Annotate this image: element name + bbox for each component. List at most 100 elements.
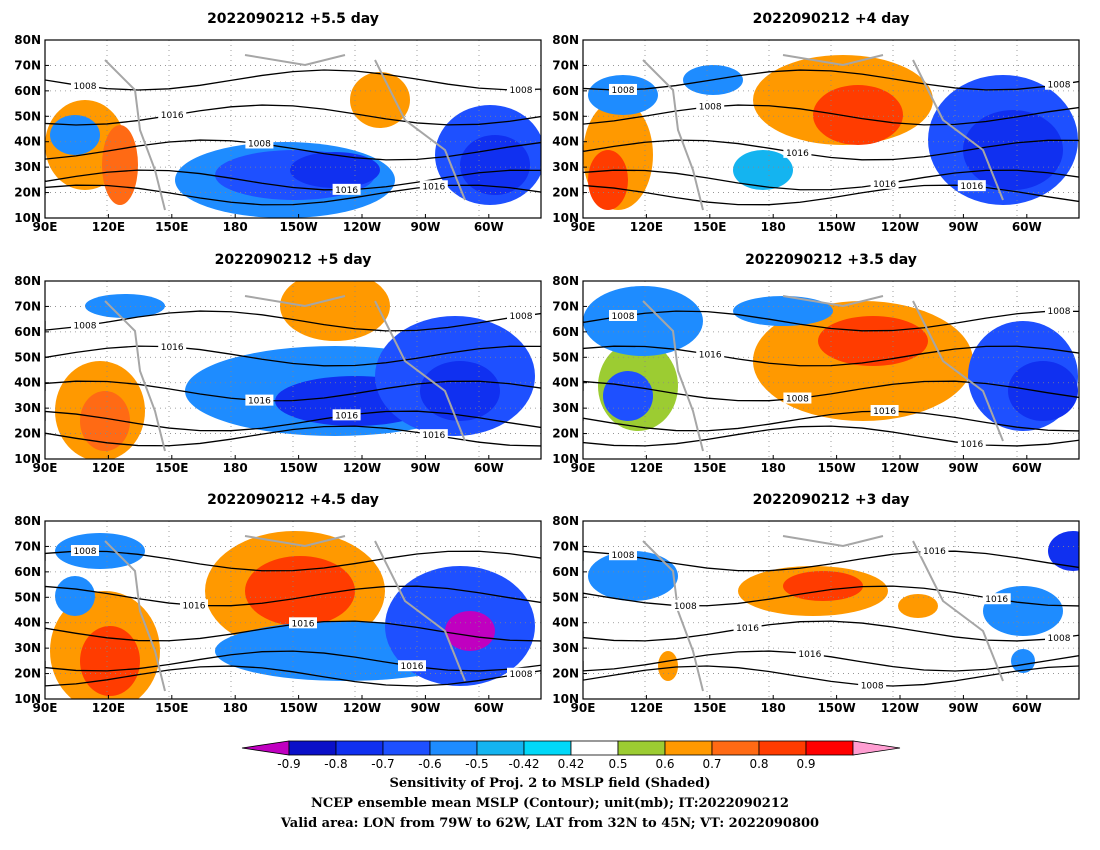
isobar-label-bg [507,83,535,95]
lon-tick-label: 90E [33,461,58,475]
isobar-label: 1016 [960,440,983,450]
isobar-label: 1008 [1048,634,1071,644]
lat-tick-label: 70N [552,539,579,553]
lat-tick-label: 70N [552,58,579,72]
lat-tick-label: 10N [552,692,579,706]
lon-tick-label: 120E [630,220,663,234]
colorbar-segment [664,740,713,756]
isobar-label: 1016 [786,149,809,159]
isobar-label-bg [858,679,887,691]
isobar-label-bg [609,83,637,95]
lat-tick-label: 20N [14,427,41,441]
lat-tick-label: 10N [14,692,41,706]
isobar-line [583,620,1079,642]
lat-tick-label: 80N [552,274,579,288]
lon-tick-label: 120W [881,461,919,475]
lon-tick-label: 150W [279,461,317,475]
isobar-label-bg [245,394,274,406]
panel-frame [44,520,542,700]
isobar-line [45,169,541,191]
isobar-label: 1008 [612,312,635,322]
lat-tick-label: 40N [552,376,579,390]
isobar-line [583,104,1079,126]
lon-tick-label: 180 [223,220,248,234]
coastline [642,54,1004,211]
colorbar-tick-label: -0.9 [277,757,300,771]
isobar-label-bg [332,409,361,421]
colorbar-segment [570,740,619,756]
lon-tick-label: 90W [948,461,978,475]
colorbar-segment [711,740,760,756]
lat-tick-label: 20N [552,186,579,200]
lat-tick-label: 10N [14,211,41,225]
colorbar-extend-high [852,740,901,756]
sensitivity-shade [420,361,500,421]
lat-tick-label: 50N [552,350,579,364]
panel-title: 2022090212 +4.5 day [207,492,379,508]
sensitivity-shade [588,551,678,601]
isobar-line [583,139,1079,161]
lon-tick-label: 90E [571,220,596,234]
isobar-label: 1008 [786,395,809,405]
sensitivity-shade [783,571,863,601]
isobar-label: 1008 [74,82,97,92]
lon-tick-label: 60W [1012,220,1042,234]
sensitivity-shade [1048,531,1079,571]
lon-tick-label: 180 [761,461,786,475]
isobar-label-bg [245,137,274,149]
lat-tick-label: 30N [14,641,41,655]
lat-tick-label: 50N [14,590,41,604]
isobar-label-bg [158,340,187,352]
lon-tick-label: 150W [279,701,317,715]
lon-tick-label: 180 [223,461,248,475]
isobar-label-bg [398,660,426,672]
panel-frame [582,520,1080,700]
isobar-label-bg [158,109,187,121]
lat-tick-label: 10N [552,452,579,466]
colorbar-tick-label: -0.7 [371,757,394,771]
isobar-label-bg [507,310,535,322]
sensitivity-shade [588,150,628,210]
sensitivity-shade [603,371,653,421]
isobar-label: 1016 [401,662,424,672]
lon-tick-label: 180 [223,701,248,715]
panel-title: 2022090212 +5.5 day [207,11,379,27]
lon-tick-label: 150W [817,701,855,715]
isobar-label-bg [696,348,725,360]
sensitivity-shade [350,72,410,128]
lat-tick-label: 60N [552,565,579,579]
isobar-line [583,425,1079,447]
colorbar-tick-label: -0.42 [508,757,539,771]
coastline [104,295,466,452]
lon-tick-label: 180 [761,220,786,234]
isobar-label-bg [332,183,361,195]
colorbar-tick-label: 0.42 [558,757,585,771]
panel-frame [582,280,1080,460]
isobar-label: 1016 [699,350,722,360]
isobar-label-bg [870,177,899,189]
isobar-line [583,345,1079,367]
isobar-label-bg [920,545,949,557]
isobar-label: 1008 [510,86,533,96]
lat-tick-label: 50N [14,109,41,123]
sensitivity-shade [818,316,928,366]
isobar-label: 1016 [422,182,445,192]
isobar-label: 1016 [161,343,184,353]
isobar-label-bg [733,621,762,633]
isobar-line [45,310,541,332]
isobar-label: 1016 [248,397,271,407]
colorbar-tick-label: -0.6 [418,757,441,771]
isobar-label-bg [419,429,448,441]
map-panel: 1008 1016 1016 1016 1016 1008 [45,281,541,459]
lon-tick-label: 120E [630,701,663,715]
isobar-line [45,425,541,447]
caption-line-1: Sensitivity of Proj. 2 to MSLP field (Sh… [389,776,711,791]
colorbar-tick-label: 0.8 [749,757,768,771]
lon-tick-label: 90W [410,461,440,475]
isobar-label-bg [783,146,812,158]
sensitivity-shade [55,576,95,616]
isobar-label: 1008 [74,322,97,332]
panel-title: 2022090212 +3.5 day [745,252,917,268]
sensitivity-shade [85,294,165,318]
